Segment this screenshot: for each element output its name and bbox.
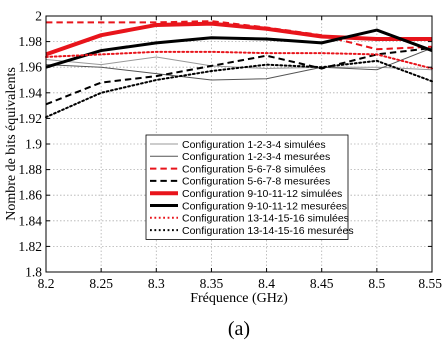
y-tick-label: 1.86 <box>18 188 42 203</box>
legend-entry-1: Configuration 1-2-3-4 simulées <box>182 139 326 151</box>
y-axis-ticks: 1.8 1.82 1.84 1.86 1.88 1.9 1.92 1.94 1.96 1.98 2 <box>18 9 432 280</box>
y-tick-label: 1.92 <box>18 111 42 126</box>
legend-box <box>145 134 349 240</box>
y-tick-label: 1.88 <box>18 162 42 177</box>
x-tick-label: 8.35 <box>200 276 224 291</box>
x-tick-label: 8.3 <box>148 276 165 291</box>
y-tick-label: 1.84 <box>18 213 42 228</box>
y-tick-label: 1.98 <box>18 34 42 49</box>
y-tick-label: 1.9 <box>25 137 42 152</box>
series-line-6 <box>45 28 433 69</box>
series-line-2 <box>45 47 433 81</box>
legend-entry-7: Configuration 13-14-15-16 simulées <box>182 213 349 225</box>
legend-entry-5: Configuration 9-10-11-12 simulées <box>182 188 342 200</box>
y-tick-label: 2 <box>35 9 42 24</box>
legend-entry-2: Configuration 1-2-3-4 mesurées <box>182 151 330 163</box>
y-tick-label: 1.94 <box>18 85 42 100</box>
series-lines <box>45 20 433 119</box>
y-tick-label: 1.96 <box>18 60 42 75</box>
x-axis-ticks: 8.2 8.25 8.3 8.35 8.4 8.45 8.5 8.55 <box>38 16 442 291</box>
x-tick-label: 8.55 <box>418 276 442 291</box>
legend-entry-8: Configuration 13-14-15-16 mesurées <box>182 225 354 237</box>
figure-caption: (a) <box>228 318 250 340</box>
y-axis-label: Nombre de bits équivalents <box>4 67 19 221</box>
series-line-4 <box>45 47 433 106</box>
series-line-1 <box>45 56 433 71</box>
series-line-7 <box>45 50 433 70</box>
legend-entry-3: Configuration 5-6-7-8 simulées <box>182 163 326 175</box>
x-tick-label: 8.2 <box>38 276 55 291</box>
x-tick-label: 8.25 <box>89 276 113 291</box>
y-tick-label: 1.82 <box>18 239 42 254</box>
series-line-5 <box>45 21 432 57</box>
series-line-8 <box>45 59 433 119</box>
x-tick-label: 8.45 <box>310 276 334 291</box>
legend-entry-6: Configuration 9-10-11-12 mesurées <box>182 200 347 212</box>
legend-entry-4: Configuration 5-6-7-8 mesurées <box>182 176 330 188</box>
x-tick-label: 8.4 <box>258 276 275 291</box>
x-tick-label: 8.5 <box>368 276 385 291</box>
x-axis-label: Fréquence (GHz) <box>190 291 288 306</box>
y-tick-label: 1.8 <box>25 265 42 280</box>
legend: Configuration 1-2-3-4 simuléesConfigurat… <box>145 134 354 240</box>
